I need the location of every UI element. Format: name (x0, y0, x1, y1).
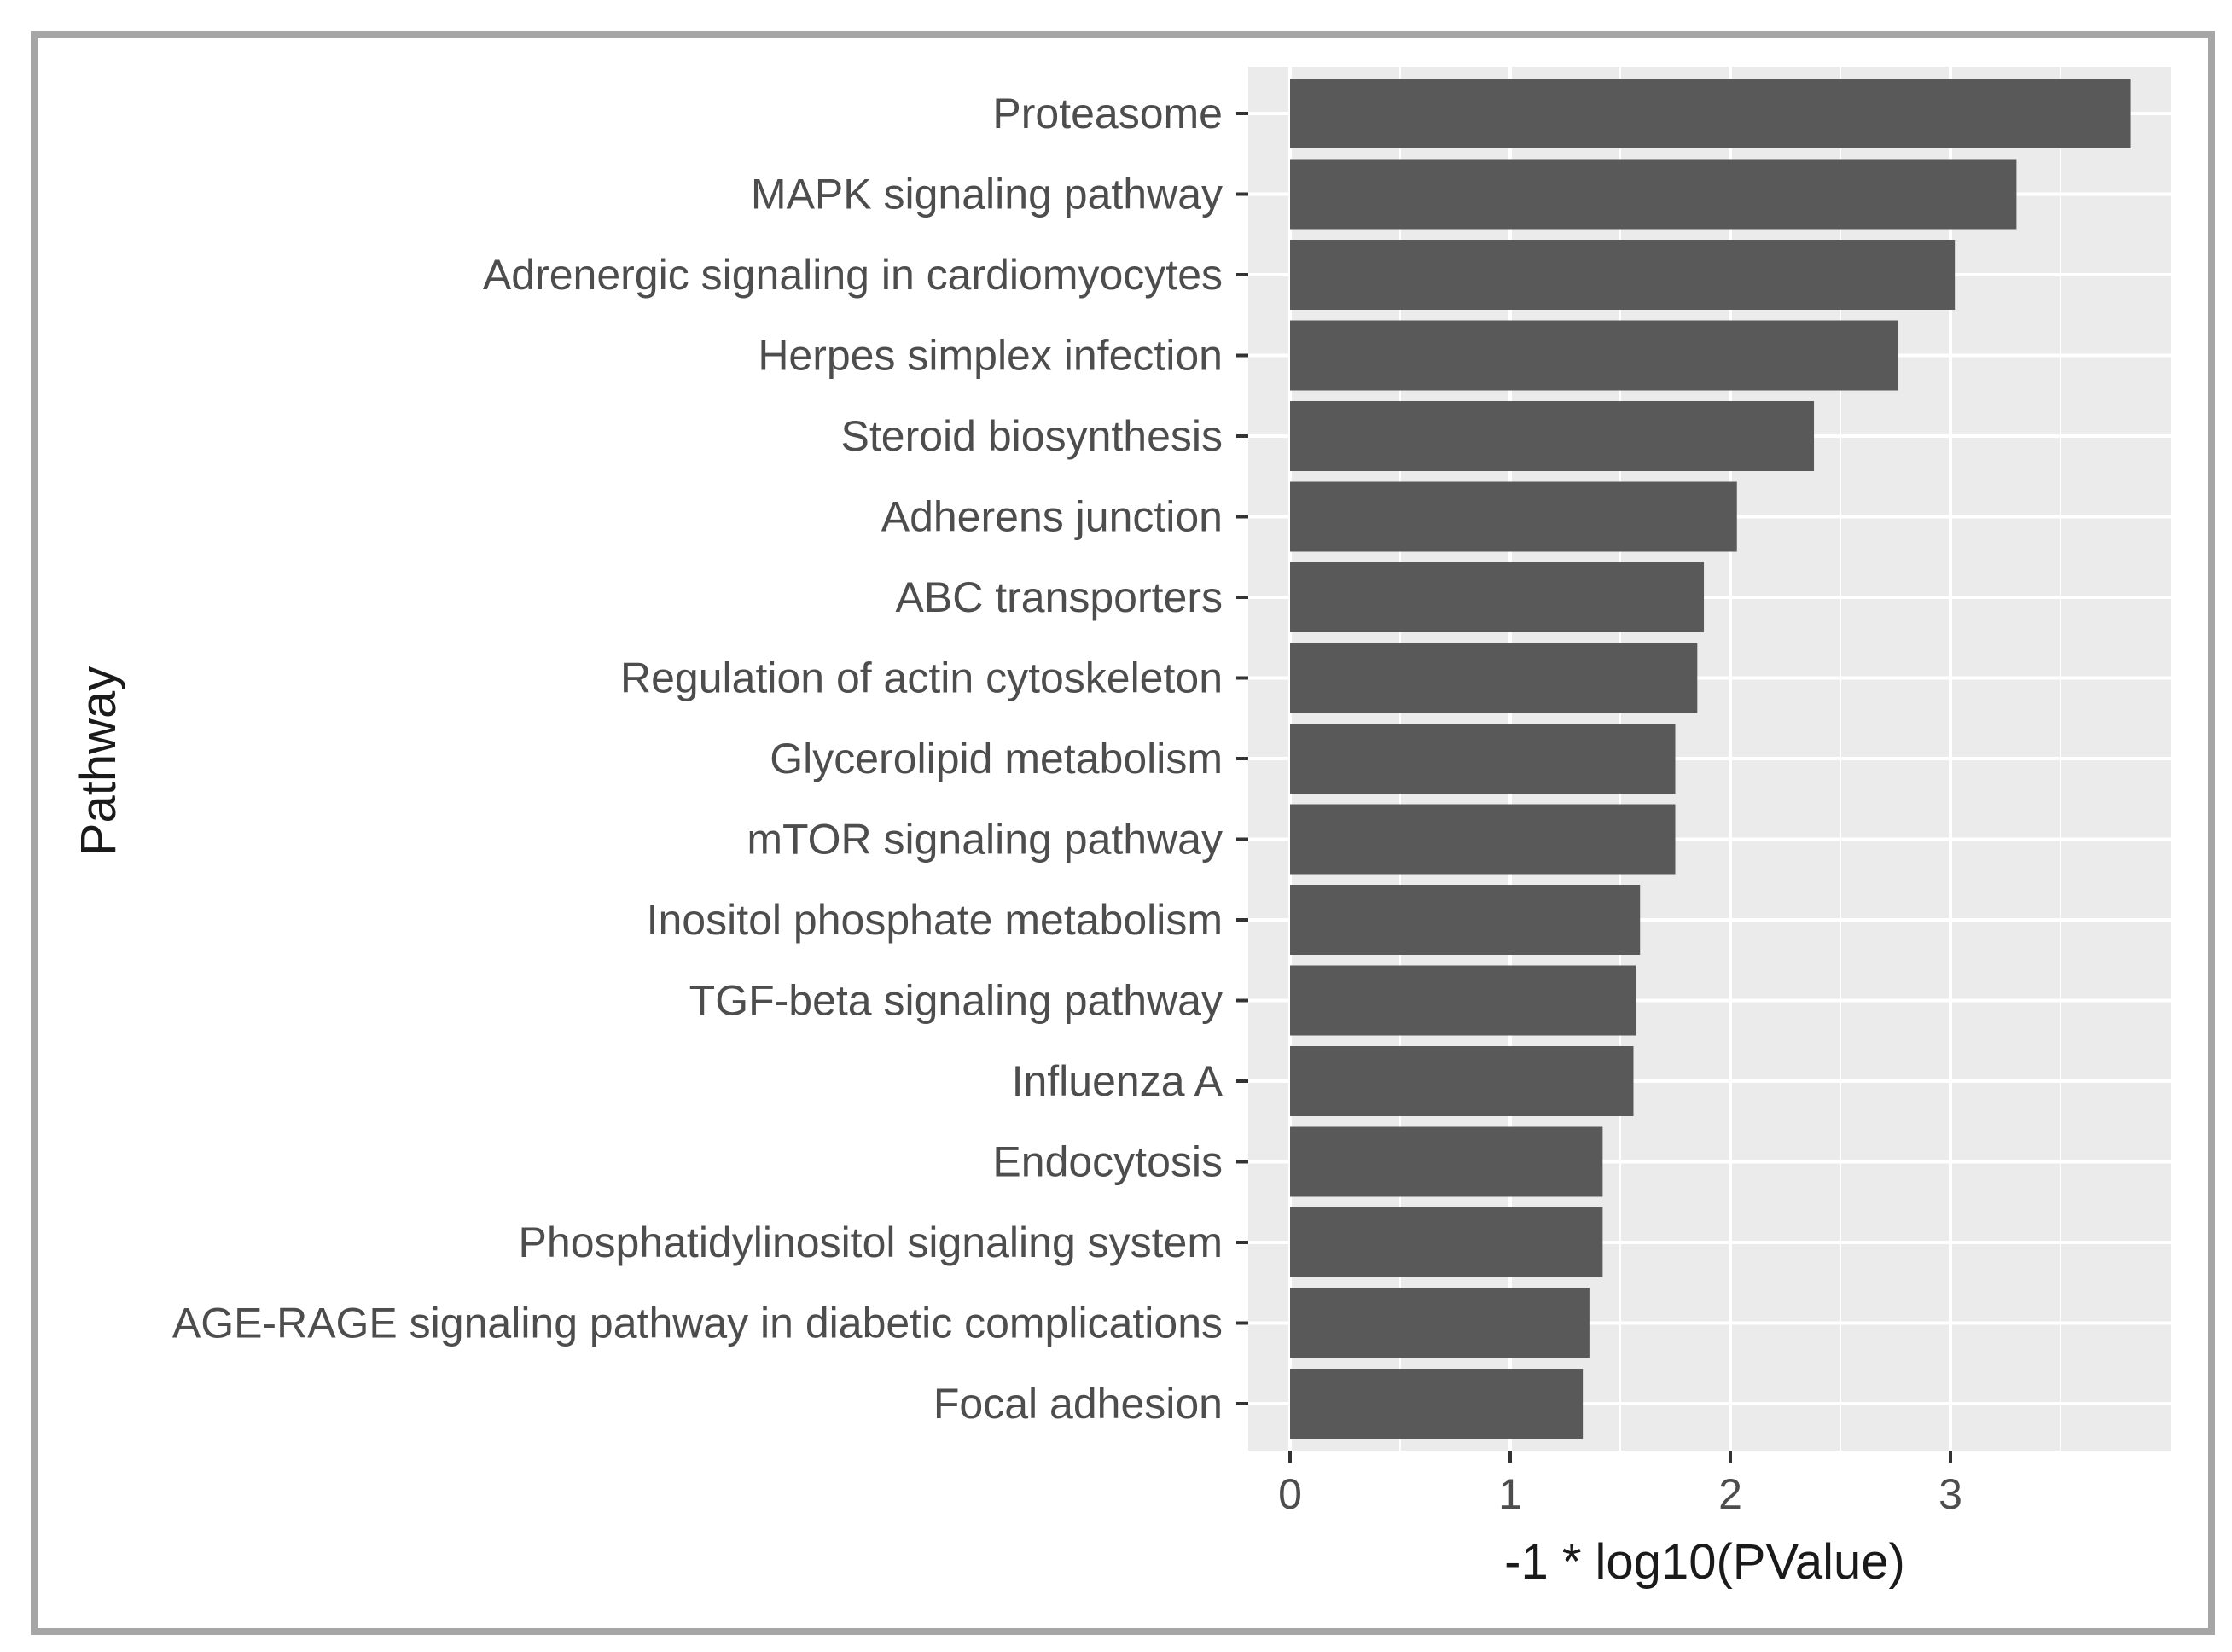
y-tick-label: Focal adhesion (933, 1380, 1223, 1428)
bars (1290, 79, 2131, 1439)
y-tick-label: Glycerolipid metabolism (770, 735, 1223, 782)
x-tick-label: 2 (1718, 1470, 1742, 1518)
y-tick-label: Influenza A (1012, 1057, 1224, 1105)
y-tick-label: Adrenergic signaling in cardiomyocytes (483, 251, 1223, 299)
y-tick-label: Herpes simplex infection (758, 332, 1223, 380)
bar (1290, 79, 2131, 148)
y-tick-label: Phosphatidylinositol signaling system (519, 1219, 1223, 1266)
y-tick-label: Proteasome (992, 90, 1223, 137)
bar (1290, 965, 1636, 1036)
y-tick-label: Inositol phosphate metabolism (647, 896, 1223, 944)
bar (1290, 1046, 1634, 1116)
y-tick-label: Adherens junction (881, 493, 1223, 541)
bar (1290, 320, 1898, 391)
x-axis-title: -1 * log10(PValue) (1504, 1534, 1905, 1590)
y-tick-label: ABC transporters (896, 573, 1223, 621)
y-tick-label: MAPK signaling pathway (751, 171, 1223, 218)
bar (1290, 643, 1698, 713)
bar (1290, 1288, 1590, 1358)
y-axis: Proteasome MAPK signaling pathway Adrenerg… (172, 90, 1248, 1428)
bar (1290, 240, 1956, 310)
bar (1290, 1369, 1584, 1439)
y-tick-label: mTOR signaling pathway (747, 816, 1223, 864)
bar (1290, 562, 1705, 632)
y-tick-label: Regulation of actin cytoskeleton (620, 654, 1223, 702)
bar (1290, 1207, 1603, 1277)
bar (1290, 401, 1815, 471)
bar (1290, 481, 1737, 552)
bar (1290, 804, 1676, 875)
y-tick-label: TGF-beta signaling pathway (689, 977, 1223, 1025)
bar (1290, 159, 2017, 230)
x-tick-label: 1 (1498, 1470, 1522, 1518)
x-axis: 0 1 2 3 (1278, 1451, 1962, 1518)
y-axis-title: Pathway (71, 666, 126, 856)
bar (1290, 885, 1641, 955)
bar (1290, 724, 1676, 794)
bar (1290, 1126, 1603, 1197)
y-tick-label: Endocytosis (992, 1138, 1223, 1186)
y-tick-label: Steroid biosynthesis (841, 412, 1223, 460)
x-tick-label: 0 (1278, 1470, 1302, 1518)
x-tick-label: 3 (1938, 1470, 1962, 1518)
y-tick-label: AGE-RAGE signaling pathway in diabetic c… (172, 1300, 1223, 1347)
